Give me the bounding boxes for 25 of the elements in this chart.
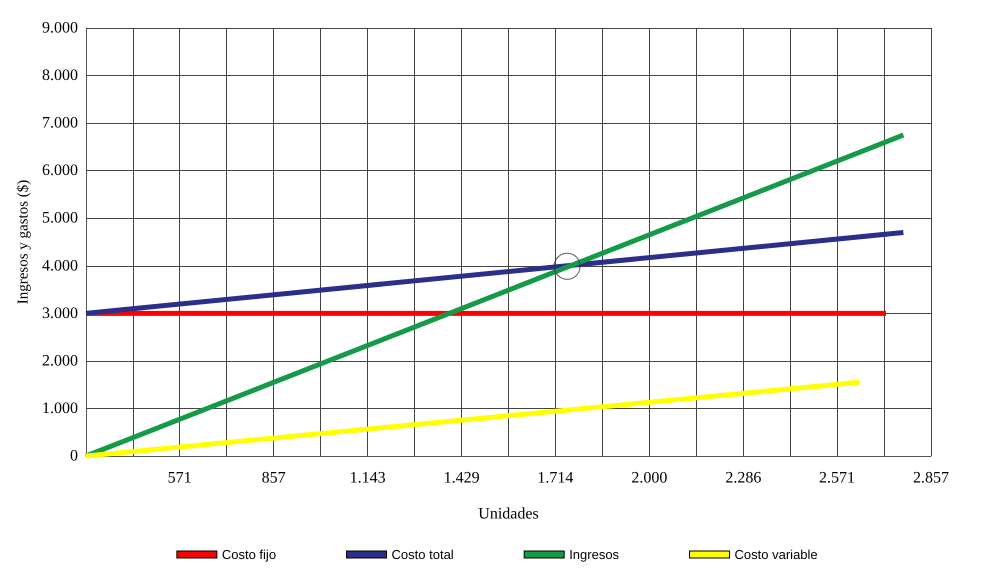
- y-tick-label: 3.000: [42, 304, 78, 322]
- y-tick-label: 7.000: [42, 114, 78, 132]
- x-tick-label: 1.714: [537, 470, 574, 486]
- x-tick-label: 1.429: [444, 470, 480, 486]
- y-tick-label: 5.000: [42, 210, 78, 227]
- y-tick-label: 1.000: [42, 400, 78, 417]
- legend-label: Costo total: [392, 547, 454, 562]
- legend-label: Costo fijo: [222, 547, 276, 562]
- legend-label: Ingresos: [569, 547, 620, 562]
- x-tick-label: 2.000: [631, 470, 668, 486]
- y-tick-label: 0: [70, 448, 78, 464]
- x-tick-label: 571: [168, 470, 192, 486]
- y-tick-label: 6.000: [42, 162, 78, 180]
- x-tick-label: 2.571: [819, 470, 855, 486]
- y-tick-label: 8.000: [42, 67, 78, 84]
- x-tick-label: 1.143: [350, 470, 386, 486]
- legend-label: Costo variable: [734, 547, 818, 562]
- y-tick-label: 4.000: [42, 257, 78, 274]
- x-tick-label: 2.286: [725, 470, 762, 486]
- x-tick-label: 857: [262, 470, 286, 486]
- y-tick-label: 9.000: [42, 20, 78, 36]
- x-tick-label: 2.857: [913, 470, 949, 486]
- y-tick-label: 2.000: [42, 352, 78, 370]
- y-axis-title: Ingresos y gastos ($): [16, 180, 32, 304]
- x-axis-title: Unidades: [478, 506, 539, 522]
